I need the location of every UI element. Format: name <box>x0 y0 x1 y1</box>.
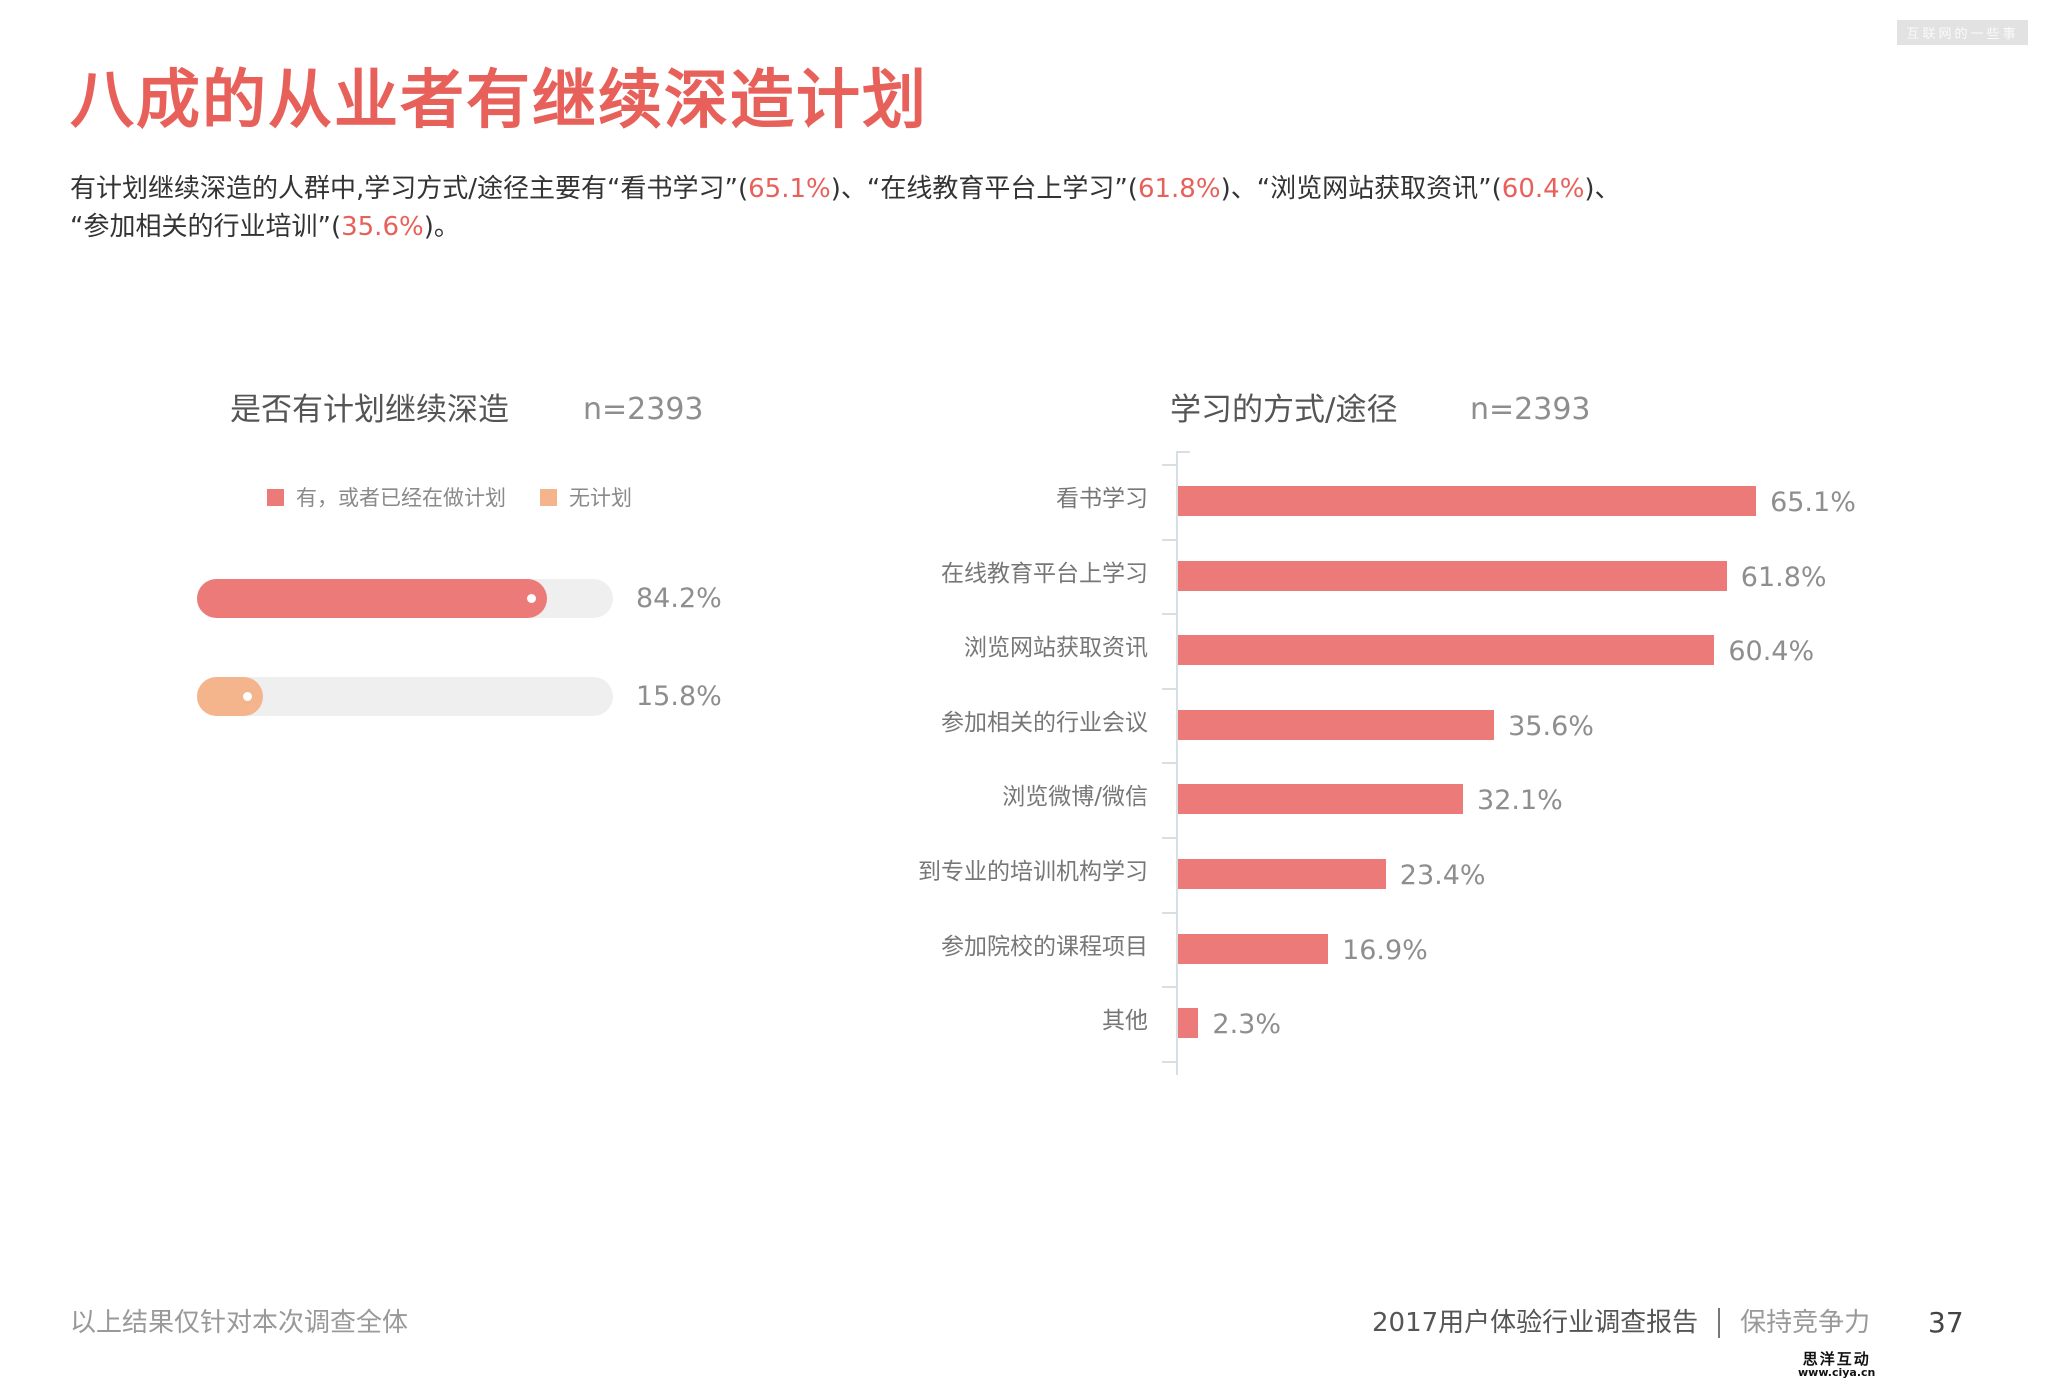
value-label: 23.4% <box>1399 860 1486 891</box>
description-line-2: “参加相关的行业培训”(35.6%)。 <box>70 208 1870 246</box>
value-label: 16.9% <box>1342 935 1428 966</box>
bar <box>1178 1008 1199 1038</box>
axis-tick <box>1162 912 1176 914</box>
bar <box>1178 486 1757 516</box>
value-label: 65.1% <box>1770 487 1856 518</box>
axis-tick <box>1162 464 1176 466</box>
legend-swatch-orange-icon <box>540 488 557 506</box>
category-label: 参加相关的行业会议 <box>941 710 1148 736</box>
axis-tick <box>1162 613 1176 615</box>
footer-slogan: 保持竞争力 <box>1740 1308 1871 1338</box>
highlight-percent: 60.4% <box>1501 174 1585 204</box>
left-chart-title: 是否有计划继续深造 <box>230 392 509 428</box>
right-chart-sample-size: n=2393 <box>1470 392 1591 427</box>
description-text: )、“在线教育平台上学习”( <box>830 174 1138 204</box>
category-label: 看书学习 <box>1056 486 1148 512</box>
page-title: 八成的从业者有继续深造计划 <box>70 64 928 138</box>
page-number: 37 <box>1928 1306 1964 1339</box>
value-label: 84.2% <box>636 583 722 614</box>
progress-fill <box>197 579 548 618</box>
legend-item-has-plan: 有，或者已经在做计划 <box>267 482 506 512</box>
description: 有计划继续深造的人群中,学习方式/途径主要有“看书学习”(65.1%)、“在线教… <box>70 170 1870 246</box>
footer-note: 以上结果仅针对本次调查全体 <box>70 1308 409 1338</box>
brand-watermark-name: 思洋互动 <box>1802 1350 1871 1368</box>
right-chart-title: 学习的方式/途径 <box>1170 392 1398 428</box>
category-label: 浏览网站获取资讯 <box>964 635 1148 661</box>
value-label: 60.4% <box>1728 636 1815 667</box>
bar <box>1178 561 1727 591</box>
axis-tick <box>1162 1061 1176 1063</box>
highlight-percent: 61.8% <box>1137 174 1221 204</box>
axis-tick <box>1162 688 1176 690</box>
description-text: )、 <box>1584 174 1621 204</box>
legend-label: 无计划 <box>569 486 632 510</box>
axis-tick <box>1162 762 1176 764</box>
left-chart-legend: 有，或者已经在做计划 无计划 <box>267 482 666 512</box>
brand-watermark-url: www.ciya.cn <box>1798 1366 1876 1379</box>
legend-label: 有，或者已经在做计划 <box>296 486 506 510</box>
description-line-1: 有计划继续深造的人群中,学习方式/途径主要有“看书学习”(65.1%)、“在线教… <box>70 170 1870 208</box>
value-label: 61.8% <box>1740 562 1827 593</box>
left-chart-sample-size: n=2393 <box>583 392 704 427</box>
description-text: “参加相关的行业培训”( <box>70 212 342 242</box>
category-label: 参加院校的课程项目 <box>941 934 1148 960</box>
legend-item-no-plan: 无计划 <box>540 482 632 512</box>
description-text: 有计划继续深造的人群中,学习方式/途径主要有“看书学习”( <box>70 174 749 204</box>
progress-track <box>197 677 613 716</box>
progress-fill <box>197 677 263 716</box>
category-label: 到专业的培训机构学习 <box>918 859 1148 885</box>
category-label: 浏览微博/微信 <box>1002 784 1148 810</box>
axis-tick <box>1162 837 1176 839</box>
y-axis-cap <box>1176 451 1190 453</box>
footer-divider <box>1718 1308 1721 1338</box>
watermark-top: 互联网的一些事 <box>1897 20 2028 45</box>
axis-tick <box>1162 539 1176 541</box>
brand-watermark: 思洋互动 www.ciya.cn <box>1798 1352 1875 1380</box>
value-label: 35.6% <box>1508 711 1594 742</box>
bar <box>1178 934 1329 964</box>
description-text: )。 <box>423 212 460 242</box>
progress-track <box>197 579 613 618</box>
axis-tick <box>1162 986 1176 988</box>
y-axis-line <box>1176 451 1178 1075</box>
category-label: 其他 <box>1102 1008 1148 1034</box>
description-text: )、“浏览网站获取资讯”( <box>1220 174 1502 204</box>
bar <box>1178 859 1386 889</box>
bar <box>1178 784 1464 814</box>
value-label: 15.8% <box>636 681 722 712</box>
highlight-percent: 35.6% <box>341 212 424 242</box>
progress-dot-icon <box>527 594 537 603</box>
value-label: 2.3% <box>1212 1009 1282 1040</box>
legend-swatch-red-icon <box>267 488 284 506</box>
bar <box>1178 635 1715 665</box>
footer-report-info: 2017用户体验行业调查报告 保持竞争力 <box>1372 1305 1870 1341</box>
progress-dot-icon <box>242 692 252 701</box>
category-label: 在线教育平台上学习 <box>941 561 1148 587</box>
footer-report-title: 2017用户体验行业调查报告 <box>1372 1308 1699 1338</box>
bar <box>1178 710 1495 740</box>
highlight-percent: 65.1% <box>748 174 831 204</box>
value-label: 32.1% <box>1477 785 1563 816</box>
